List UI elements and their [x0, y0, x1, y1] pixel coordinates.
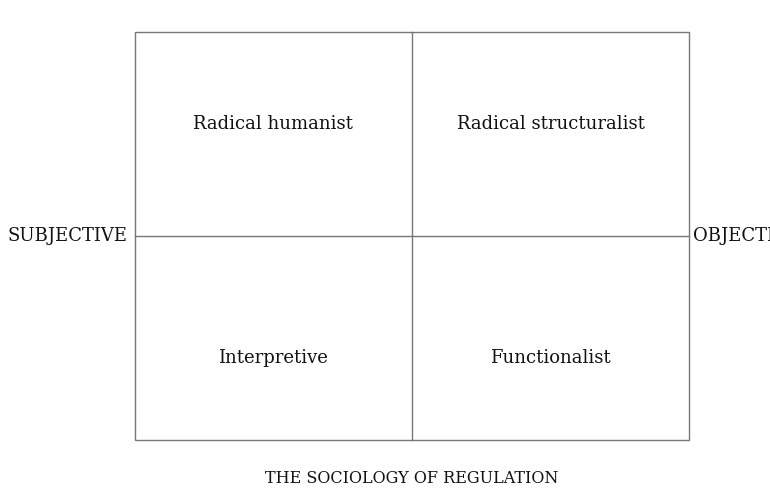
Text: Radical structuralist: Radical structuralist — [457, 115, 644, 133]
Text: Interpretive: Interpretive — [219, 349, 328, 367]
Text: SUBJECTIVE: SUBJECTIVE — [7, 227, 127, 245]
Text: OBJECTIVE: OBJECTIVE — [693, 227, 770, 245]
Text: Functionalist: Functionalist — [490, 349, 611, 367]
Bar — [135, 32, 689, 440]
Text: Radical humanist: Radical humanist — [193, 115, 353, 133]
Text: THE SOCIOLOGY OF REGULATION: THE SOCIOLOGY OF REGULATION — [265, 470, 559, 487]
